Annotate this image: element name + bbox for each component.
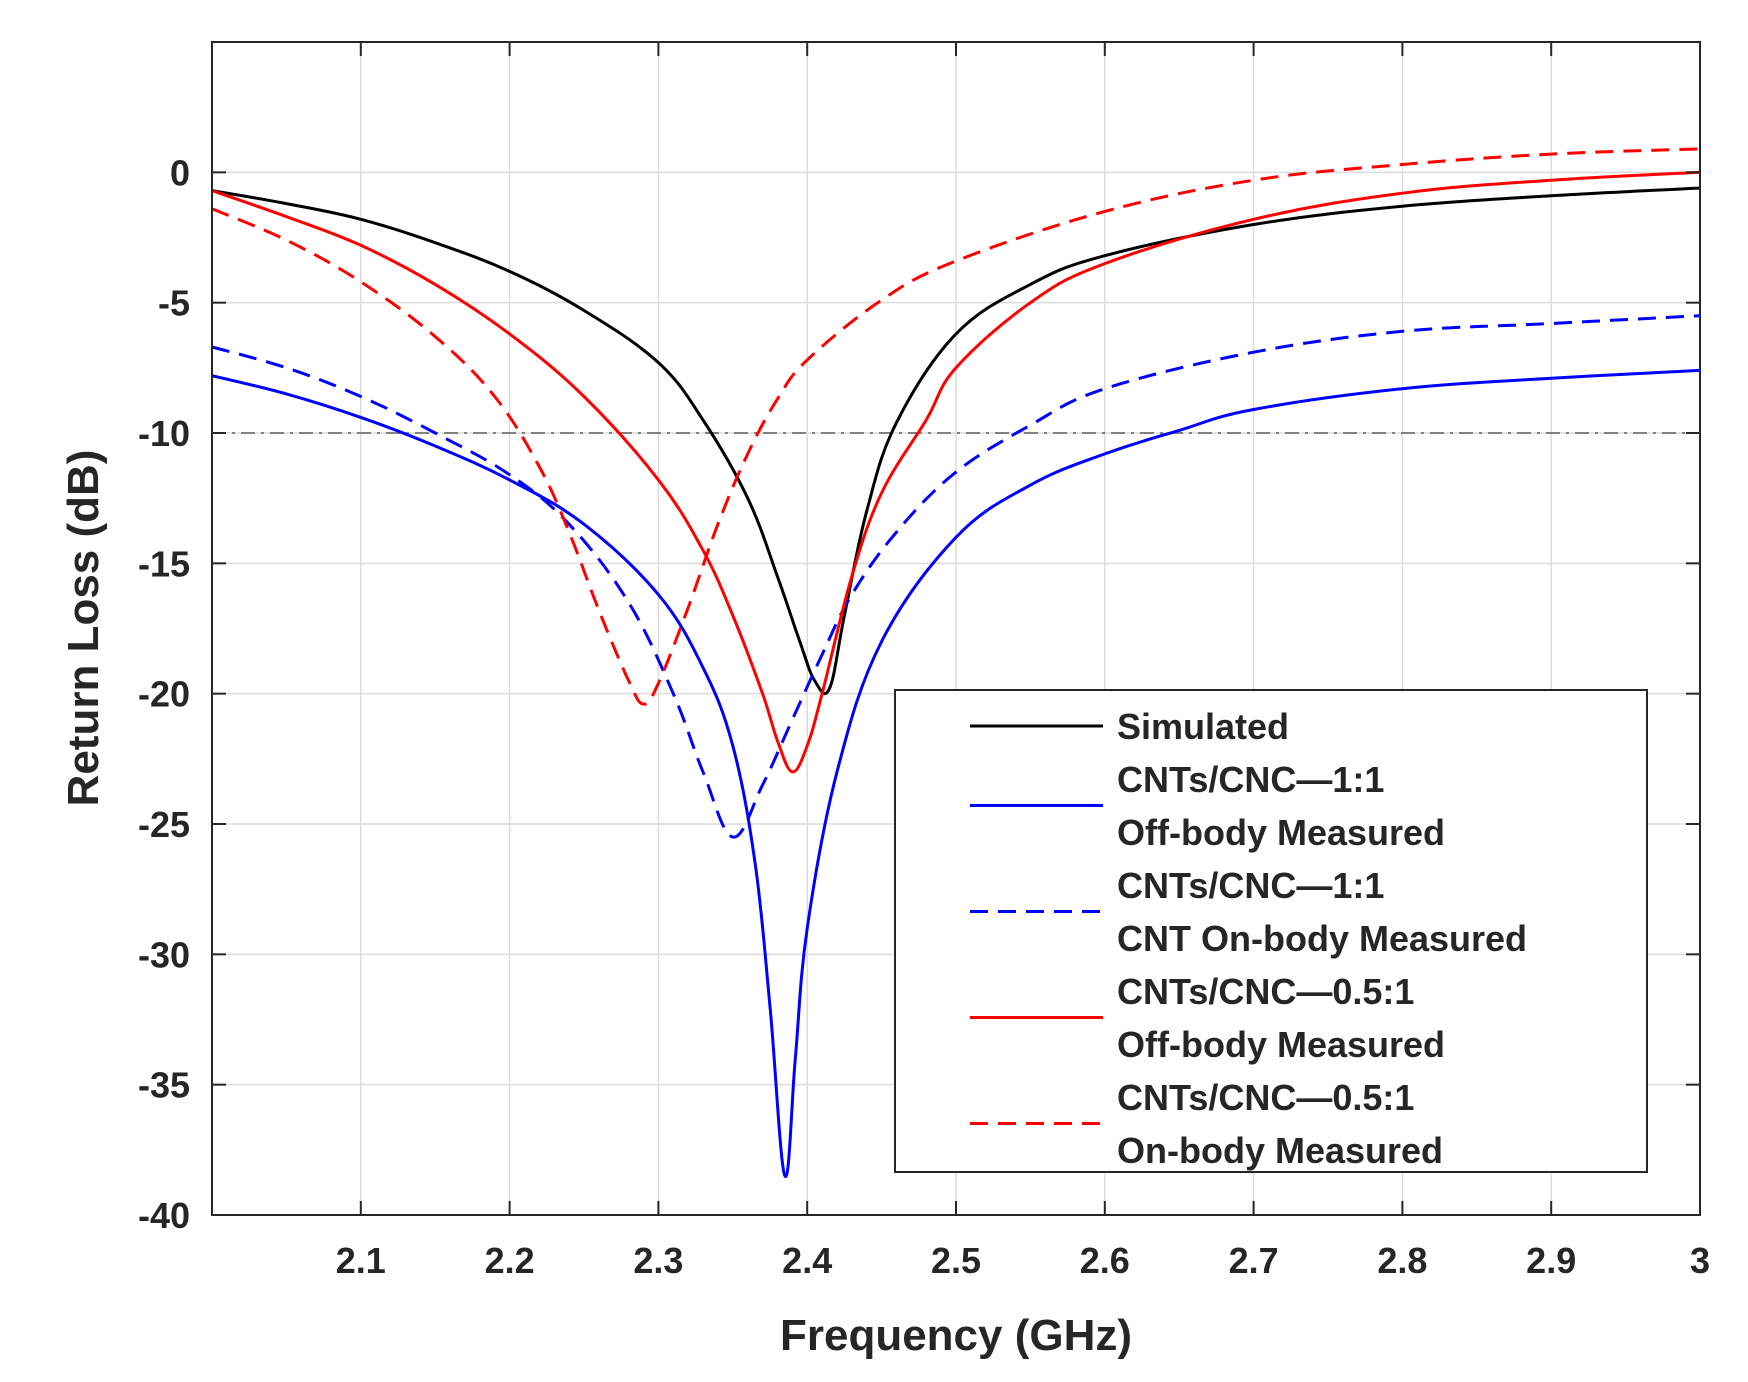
x-tick-label: 2.3: [633, 1240, 683, 1281]
x-axis-label: Frequency (GHz): [780, 1311, 1132, 1360]
legend-label: On-body Measured: [1117, 1130, 1443, 1171]
x-tick-label: 3: [1690, 1240, 1710, 1281]
data-series-group: [211, 147, 1701, 1178]
y-tick-label: -30: [138, 934, 190, 975]
x-tick-labels: 2.1 2.2 2.3 2.4 2.5 2.6 2.7 2.8 2.9 3: [336, 1240, 1710, 1281]
legend-label: CNTs/CNC—1:1: [1117, 759, 1384, 800]
x-tick-label: 2.1: [336, 1240, 386, 1281]
legend-label: Simulated: [1117, 706, 1289, 747]
y-tick-label: -40: [138, 1195, 190, 1236]
legend: Simulated CNTs/CNC—1:1 Off-body Measured CN…: [894, 689, 1648, 1173]
x-tick-label: 2.7: [1229, 1240, 1279, 1281]
y-tick-label: -20: [138, 674, 190, 715]
legend-box: [894, 689, 1648, 1173]
tick-marks: [212, 42, 1701, 1216]
x-tick-label: 2.2: [485, 1240, 535, 1281]
y-tick-label: -35: [138, 1065, 190, 1106]
y-tick-labels: 0 -5 -10 -15 -20 -25 -30 -35 -40: [138, 152, 190, 1236]
x-tick-label: 2.5: [931, 1240, 981, 1281]
legend-label: Off-body Measured: [1117, 812, 1445, 853]
legend-label: CNTs/CNC—0.5:1: [1117, 971, 1414, 1012]
legend-label: CNT On-body Measured: [1117, 918, 1527, 959]
y-tick-label: -5: [158, 283, 190, 324]
legend-label: Off-body Measured: [1117, 1024, 1445, 1065]
x-tick-label: 2.8: [1377, 1240, 1427, 1281]
x-tick-label: 2.9: [1526, 1240, 1576, 1281]
y-axis-label: Return Loss (dB): [59, 450, 108, 807]
legend-label: CNTs/CNC—0.5:1: [1117, 1077, 1414, 1118]
y-tick-label: -25: [138, 804, 190, 845]
series-line-cnts-cnc-1-1-off-body-measured: [211, 368, 1701, 1178]
series-line-simulated: [211, 186, 1701, 695]
y-tick-label: -10: [138, 413, 190, 454]
legend-label: CNTs/CNC—1:1: [1117, 865, 1384, 906]
x-tick-label: 2.6: [1080, 1240, 1130, 1281]
x-tick-label: 2.4: [782, 1240, 832, 1281]
y-tick-label: -15: [138, 543, 190, 584]
series-line-cnts-cnc-0-5-1-off-body-measured: [211, 170, 1701, 774]
y-tick-label: 0: [170, 152, 190, 193]
